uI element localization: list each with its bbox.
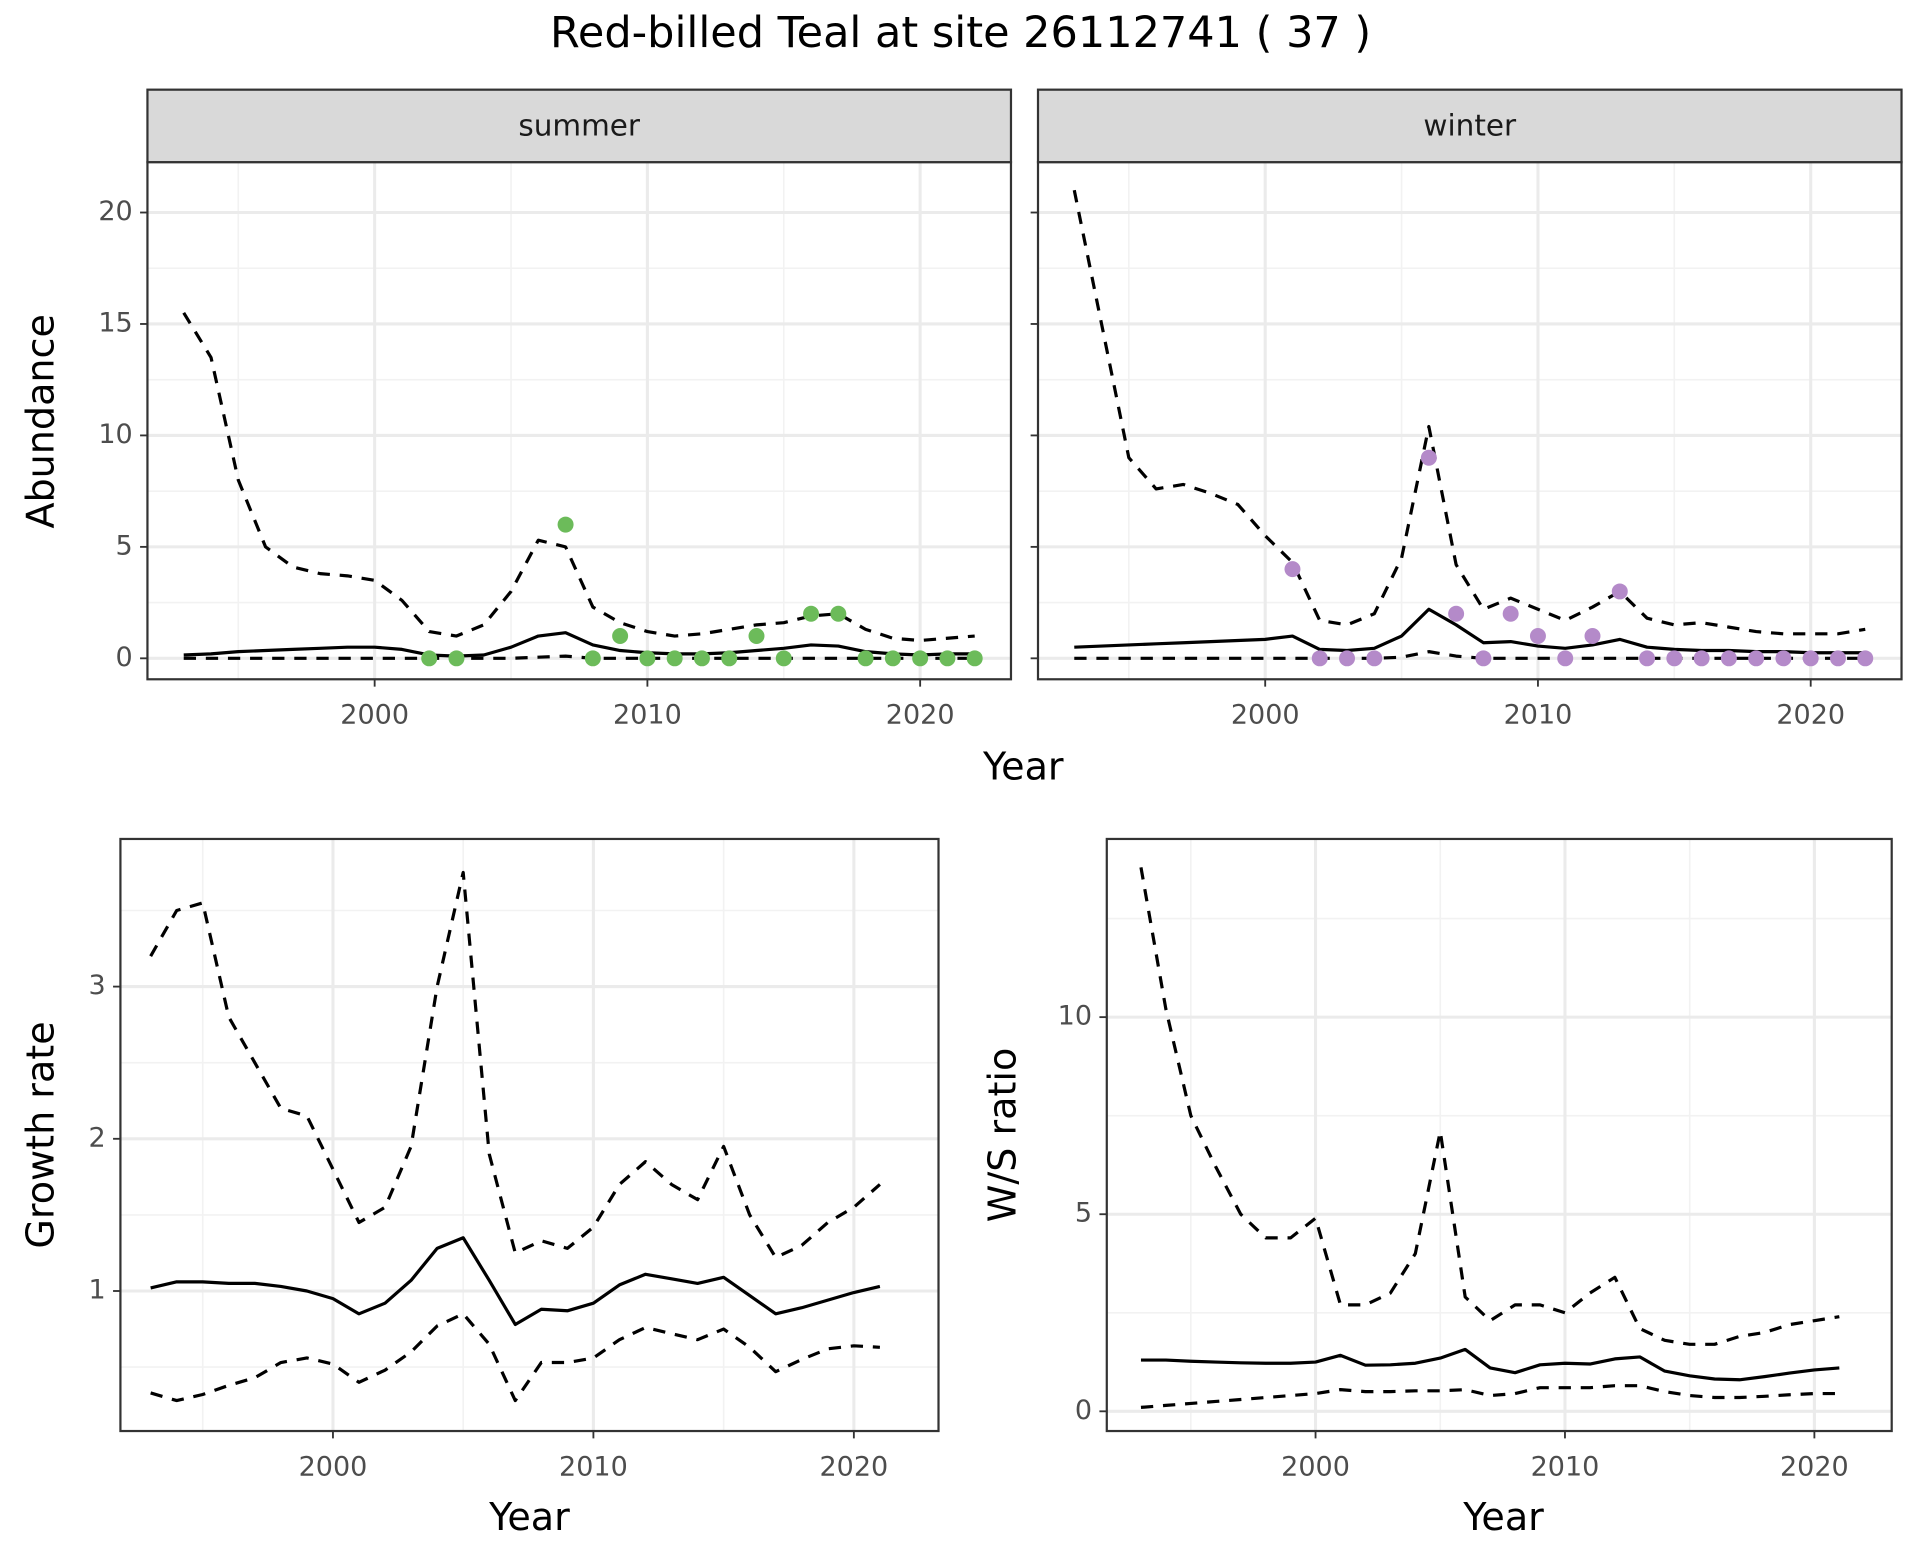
data-point [612, 628, 629, 645]
x-axis-title: Year [1462, 1495, 1544, 1539]
plot-area [182, 311, 983, 667]
plot-area [1139, 867, 1840, 1409]
data-point [1475, 650, 1492, 667]
x-tick-label: 2000 [1231, 700, 1300, 731]
x-tick-label: 2000 [299, 1451, 368, 1482]
facet-strip [1036, 88, 1903, 164]
data-point [939, 650, 956, 667]
plot-area [149, 870, 881, 1403]
data-point [1666, 650, 1683, 667]
trend-line [1074, 607, 1866, 655]
data-point [912, 650, 929, 667]
interval-line [1140, 1384, 1840, 1409]
data-point [1775, 650, 1792, 667]
plot-area [1072, 189, 1874, 667]
data-point [1448, 605, 1465, 622]
y-tick-label: 20 [98, 196, 132, 227]
y-tick-label: 1 [88, 1274, 105, 1305]
data-point [775, 650, 792, 667]
y-axis-title: W/S ratio [980, 1048, 1024, 1222]
facet-label: summer [518, 109, 641, 143]
data-point [1829, 650, 1846, 667]
data-point [1857, 650, 1874, 667]
x-tick-label: 2010 [613, 700, 682, 731]
data-point [857, 650, 874, 667]
data-point [1639, 650, 1656, 667]
data-point [721, 650, 738, 667]
trend-line [1140, 1347, 1840, 1382]
y-tick-label: 5 [1075, 1198, 1092, 1229]
panel-background [1106, 838, 1892, 1432]
data-point [1339, 650, 1356, 667]
x-axis-title: Year [982, 744, 1064, 788]
y-tick-label: 0 [1075, 1395, 1092, 1426]
y-tick-label: 10 [1058, 1001, 1092, 1032]
y-axis-title: Growth rate [19, 1021, 63, 1248]
interval-line [1139, 867, 1840, 1346]
data-point [1557, 650, 1574, 667]
x-tick-label: 2020 [886, 700, 955, 731]
data-point [1693, 650, 1710, 667]
data-point [1502, 605, 1519, 622]
data-point [1802, 650, 1819, 667]
data-point [803, 605, 820, 622]
data-point [1311, 650, 1328, 667]
x-tick-label: 2010 [559, 1451, 628, 1482]
x-tick-label: 2010 [1531, 1451, 1600, 1482]
data-point [1584, 628, 1601, 645]
data-point [666, 650, 683, 667]
y-tick-label: 3 [88, 970, 105, 1001]
data-point [1529, 628, 1546, 645]
figure-title: Red-billed Teal at site 26112741 ( 37 ) [550, 8, 1371, 58]
x-tick-label: 2020 [819, 1451, 888, 1482]
data-point [1720, 650, 1737, 667]
x-tick-label: 2010 [1504, 700, 1573, 731]
data-point [1284, 561, 1301, 578]
data-point [584, 650, 601, 667]
y-tick-label: 10 [98, 419, 132, 450]
data-point [639, 650, 656, 667]
panel-border [119, 837, 940, 1433]
data-point [693, 650, 710, 667]
y-tick-label: 5 [116, 530, 133, 561]
interval-line [149, 870, 881, 1260]
trend-line [150, 1236, 881, 1327]
facet-strip [146, 88, 1013, 164]
data-point [448, 650, 465, 667]
x-tick-label: 2020 [1780, 1451, 1849, 1482]
data-point [421, 650, 438, 667]
data-point [1420, 449, 1437, 466]
x-tick-label: 2020 [1776, 700, 1845, 731]
y-tick-label: 0 [116, 642, 133, 673]
panel-border [1105, 837, 1893, 1433]
interval-line [1072, 189, 1866, 636]
y-axis-title: Abundance [19, 314, 63, 528]
panel-background [1038, 162, 1902, 680]
trend-line [183, 631, 975, 658]
x-axis-title: Year [488, 1495, 570, 1539]
data-point [830, 605, 847, 622]
data-point [884, 650, 901, 667]
panel-background [120, 838, 939, 1432]
panel-background [147, 162, 1011, 680]
data-point [1366, 650, 1383, 667]
interval-line [150, 1312, 880, 1403]
data-point [557, 516, 574, 533]
facet-label: winter [1423, 109, 1517, 143]
data-point [1748, 650, 1765, 667]
y-tick-label: 15 [98, 307, 132, 338]
data-point [966, 650, 983, 667]
y-tick-label: 2 [88, 1122, 105, 1153]
data-point [748, 628, 765, 645]
x-tick-label: 2000 [340, 700, 409, 731]
data-point [1611, 583, 1628, 600]
x-tick-label: 2000 [1281, 1451, 1350, 1482]
